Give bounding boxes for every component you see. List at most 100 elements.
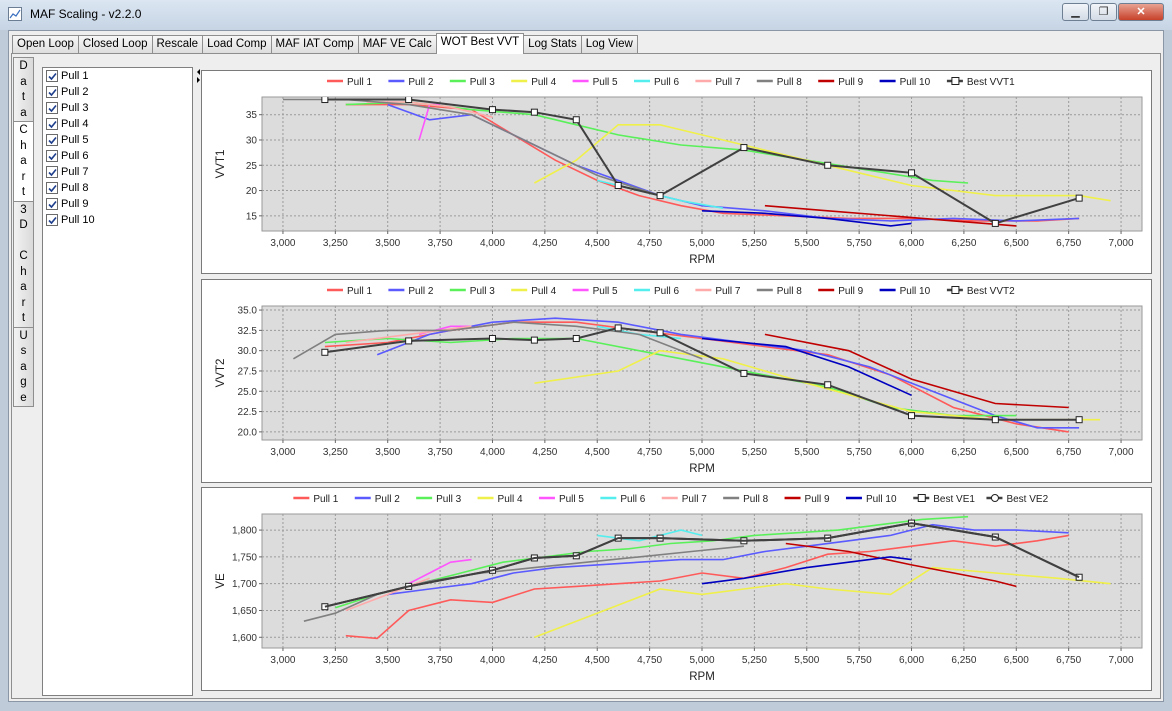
x-tick-label: 6,250 bbox=[951, 655, 976, 666]
legend-label-pull-4: Pull 4 bbox=[531, 286, 556, 297]
legend-label-pull-6: Pull 6 bbox=[620, 494, 645, 505]
minimize-button[interactable]: ▁ bbox=[1062, 3, 1089, 21]
pull-item-4[interactable]: Pull 4 bbox=[43, 116, 192, 132]
x-tick-label: 4,000 bbox=[480, 238, 505, 249]
legend-label-pull-7: Pull 7 bbox=[715, 77, 740, 88]
vvt1-chart-panel: 3,000 3,250 3,500 3,750 4,000 4,250 4,500 4,750… bbox=[201, 70, 1152, 274]
maximize-button[interactable]: ❐ bbox=[1090, 3, 1117, 21]
legend-label-pull-1: Pull 1 bbox=[347, 77, 372, 88]
legend-label-pull-10: Pull 10 bbox=[900, 77, 931, 88]
y-tick-label: 1,800 bbox=[232, 526, 257, 537]
x-tick-label: 4,500 bbox=[585, 238, 610, 249]
series-line-best-vvt2 bbox=[324, 326, 1080, 421]
collapse-left-icon[interactable] bbox=[194, 69, 200, 75]
vvt2-chart: 3,000 3,250 3,500 3,750 4,000 4,250 4,500 4,750… bbox=[215, 286, 1143, 475]
pull-checkbox[interactable] bbox=[46, 198, 58, 210]
pull-label: Pull 10 bbox=[61, 214, 95, 226]
x-tick-label: 5,500 bbox=[794, 238, 819, 249]
pull-item-2[interactable]: Pull 2 bbox=[43, 84, 192, 100]
pull-checkbox[interactable] bbox=[46, 134, 58, 146]
legend-label-pull-3: Pull 3 bbox=[436, 494, 461, 505]
legend-label-pull-5: Pull 5 bbox=[559, 494, 584, 505]
pull-checkbox[interactable] bbox=[46, 70, 58, 82]
expand-right-icon[interactable] bbox=[197, 77, 203, 83]
y-tick-label: 1,750 bbox=[232, 552, 257, 563]
x-tick-label: 3,750 bbox=[428, 655, 453, 666]
pull-checkbox[interactable] bbox=[46, 118, 58, 130]
y-axis-label: VVT2 bbox=[215, 359, 227, 388]
x-tick-label: 7,000 bbox=[1109, 238, 1134, 249]
pull-item-10[interactable]: Pull 10 bbox=[43, 212, 192, 228]
pull-label: Pull 5 bbox=[61, 134, 89, 146]
y-tick-label: 30 bbox=[246, 135, 258, 146]
x-tick-label: 5,750 bbox=[847, 655, 872, 666]
x-tick-label: 3,500 bbox=[375, 447, 400, 458]
point-best-vvt2 bbox=[740, 369, 748, 377]
series-line-pull-8 bbox=[292, 321, 703, 360]
plot-area bbox=[261, 96, 1143, 232]
main-tab-bar: Open Loop Closed Loop Rescale Load Comp MAF … bbox=[12, 33, 638, 54]
pull-checkbox[interactable] bbox=[46, 102, 58, 114]
legend-label-pull-7: Pull 7 bbox=[715, 286, 740, 297]
x-tick-label: 3,250 bbox=[323, 238, 348, 249]
x-tick-label: 5,500 bbox=[794, 447, 819, 458]
point-best-vvt2 bbox=[530, 336, 538, 344]
x-tick-label: 3,750 bbox=[428, 238, 453, 249]
pull-item-1[interactable]: Pull 1 bbox=[43, 68, 192, 84]
tab-open-loop[interactable]: Open Loop bbox=[12, 35, 79, 54]
legend-label-pull-3: Pull 3 bbox=[470, 286, 495, 297]
series-line-pull-9 bbox=[764, 333, 1069, 409]
x-axis-label: RPM bbox=[689, 671, 715, 683]
pull-item-8[interactable]: Pull 8 bbox=[43, 180, 192, 196]
tab-maf-iat-comp[interactable]: MAF IAT Comp bbox=[270, 35, 359, 54]
pull-item-3[interactable]: Pull 3 bbox=[43, 100, 192, 116]
side-tab-data[interactable]: DataData bbox=[13, 57, 34, 122]
x-tick-label: 4,250 bbox=[532, 655, 557, 666]
tab-log-stats[interactable]: Log Stats bbox=[523, 35, 582, 54]
tab-wot-best-vvt[interactable]: WOT Best VVT bbox=[435, 33, 525, 54]
pull-checkbox[interactable] bbox=[46, 182, 58, 194]
point-best-vvt1 bbox=[530, 108, 538, 116]
y-tick-label: 1,650 bbox=[232, 606, 257, 617]
y-axis-label: VVT1 bbox=[215, 150, 227, 179]
series-line-pull-1 bbox=[345, 534, 1069, 640]
splitter-handle[interactable] bbox=[195, 67, 200, 696]
y-tick-label: 20.0 bbox=[238, 427, 258, 438]
point-best-vvt1 bbox=[908, 169, 916, 177]
pull-checkbox[interactable] bbox=[46, 166, 58, 178]
pull-item-5[interactable]: Pull 5 bbox=[43, 132, 192, 148]
pull-checkbox[interactable] bbox=[46, 214, 58, 226]
x-tick-label: 4,500 bbox=[585, 655, 610, 666]
tab-maf-ve-calc[interactable]: MAF VE Calc bbox=[357, 35, 437, 54]
tab-rescale[interactable]: Rescale bbox=[151, 35, 204, 54]
point-best-vvt1 bbox=[488, 106, 496, 114]
y-tick-label: 30.0 bbox=[238, 346, 258, 357]
point-best-vvt1 bbox=[991, 219, 999, 227]
x-tick-label: 3,750 bbox=[428, 447, 453, 458]
series-line-pull-7 bbox=[345, 577, 430, 612]
ve-chart-panel: 3,000 3,250 3,500 3,750 4,000 4,250 4,500 4,750… bbox=[201, 487, 1152, 691]
x-tick-label: 6,250 bbox=[951, 238, 976, 249]
pull-checkbox[interactable] bbox=[46, 150, 58, 162]
pull-item-6[interactable]: Pull 6 bbox=[43, 148, 192, 164]
tab-closed-loop[interactable]: Closed Loop bbox=[77, 35, 153, 54]
x-tick-label: 5,250 bbox=[742, 238, 767, 249]
y-tick-label: 27.5 bbox=[238, 366, 258, 377]
pull-label: Pull 4 bbox=[61, 118, 89, 130]
tab-load-comp[interactable]: Load Comp bbox=[202, 35, 272, 54]
x-tick-label: 5,750 bbox=[847, 238, 872, 249]
close-button[interactable]: ✕ bbox=[1118, 3, 1164, 21]
pull-label: Pull 2 bbox=[61, 86, 89, 98]
tab-log-view[interactable]: Log View bbox=[580, 35, 638, 54]
series-line-pull-5 bbox=[408, 558, 472, 585]
x-tick-label: 3,000 bbox=[270, 655, 295, 666]
pull-checkbox[interactable] bbox=[46, 86, 58, 98]
pull-item-7[interactable]: Pull 7 bbox=[43, 164, 192, 180]
x-tick-label: 4,750 bbox=[637, 655, 662, 666]
x-tick-label: 5,000 bbox=[689, 238, 714, 249]
side-tab-usage[interactable]: UsageUsage bbox=[13, 326, 34, 407]
x-tick-label: 4,500 bbox=[585, 447, 610, 458]
pull-item-9[interactable]: Pull 9 bbox=[43, 196, 192, 212]
side-tab-chart[interactable]: ChartChart bbox=[13, 121, 34, 202]
